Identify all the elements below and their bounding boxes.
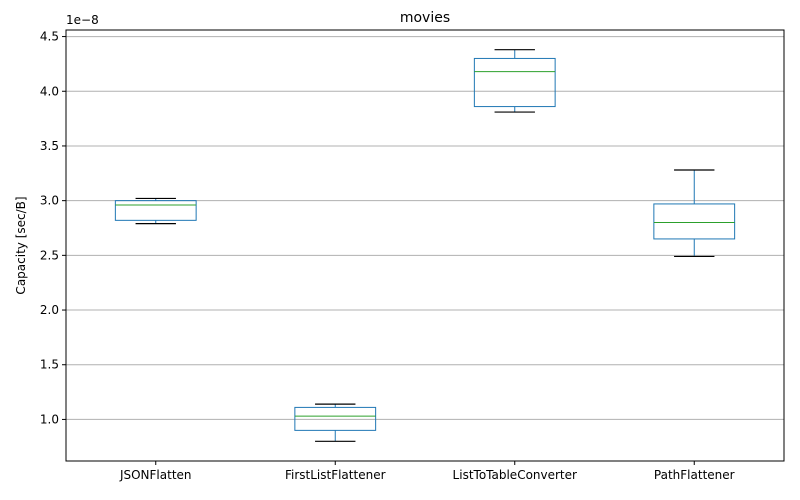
y-tick-label: 2.0 bbox=[40, 303, 59, 317]
y-tick-label: 2.5 bbox=[40, 248, 59, 262]
grid-lines bbox=[66, 36, 784, 420]
y-tick-label: 1.5 bbox=[40, 358, 59, 372]
y-tick-label: 1.0 bbox=[40, 412, 59, 426]
y-axis-offset-label: 1e−8 bbox=[66, 13, 99, 27]
box-firstlistflattener bbox=[294, 403, 377, 442]
interquartile-box bbox=[294, 406, 377, 431]
box-jsonflatten bbox=[114, 197, 197, 225]
interquartile-box bbox=[114, 200, 197, 221]
x-tick-label: FirstListFlattener bbox=[285, 468, 386, 482]
y-axis-label: Capacity [sec/B] bbox=[14, 196, 28, 294]
y-tick-label: 4.0 bbox=[40, 84, 59, 98]
box-listtotableconverter bbox=[473, 49, 556, 113]
y-axis-ticks: 1.0 1.5 2.0 2.5 3.0 3.5 4.0 4.5 bbox=[40, 30, 66, 426]
x-tick-label: ListToTableConverter bbox=[453, 468, 577, 482]
x-axis-ticks: JSONFlatten FirstListFlattener ListToTable… bbox=[119, 461, 735, 482]
y-tick-label: 3.0 bbox=[40, 194, 59, 208]
box-series bbox=[114, 49, 736, 442]
box-pathflattener bbox=[653, 169, 736, 258]
y-tick-label: 3.5 bbox=[40, 139, 59, 153]
x-tick-label: JSONFlatten bbox=[119, 468, 192, 482]
y-tick-label: 4.5 bbox=[40, 30, 59, 44]
plot-area-frame bbox=[65, 29, 785, 462]
interquartile-box bbox=[473, 57, 556, 108]
x-tick-label: PathFlattener bbox=[654, 468, 735, 482]
interquartile-box bbox=[653, 203, 736, 240]
chart-title: movies bbox=[400, 10, 450, 26]
